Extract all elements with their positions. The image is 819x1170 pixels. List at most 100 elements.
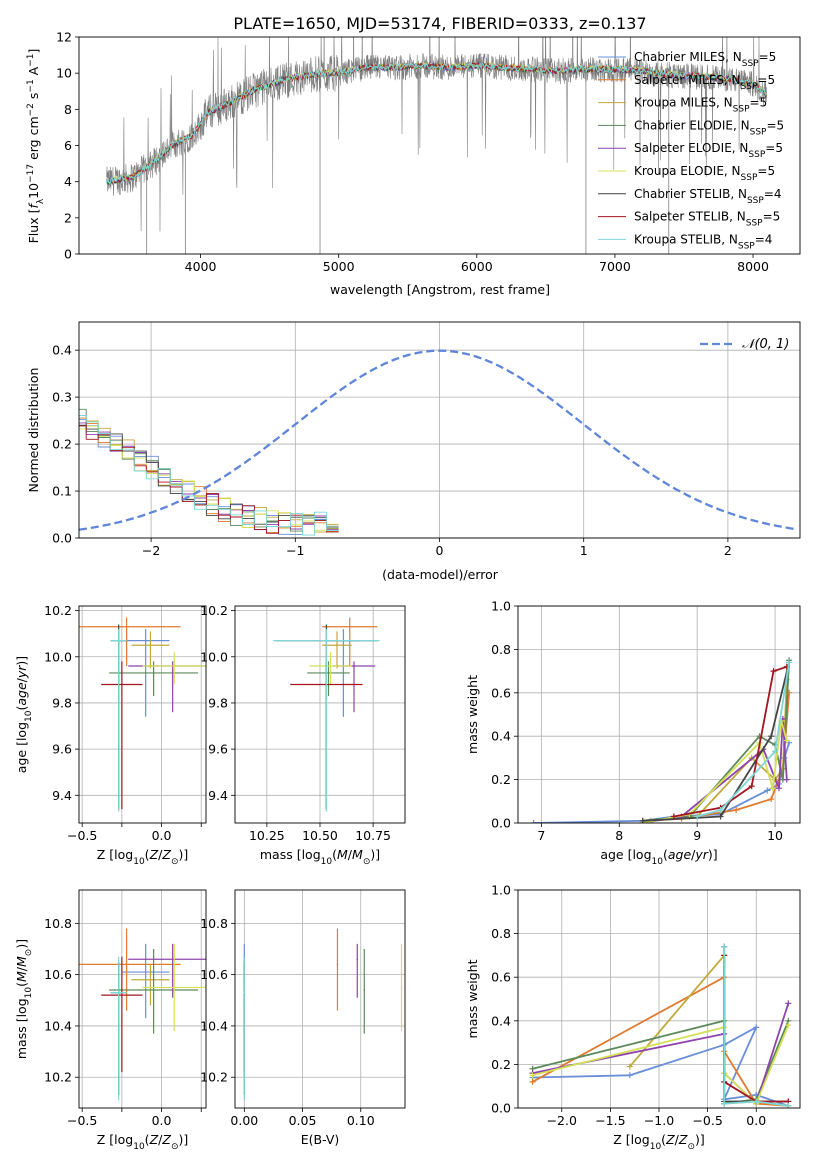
y-tick-label: 8 <box>64 102 72 117</box>
plot-area <box>243 928 403 1101</box>
y-axis-label: Flux [fλ10−17 erg cm−2 s−1 A−1] <box>26 49 46 244</box>
data-point <box>149 644 152 647</box>
data-point <box>356 958 359 961</box>
y-axis-label: mass weight <box>465 675 480 754</box>
x-axis-label: wavelength [Angstrom, rest frame] <box>330 282 550 297</box>
histogram-7 <box>79 425 339 534</box>
weight-line-4 <box>532 1003 790 1105</box>
x-tick-label: 7000 <box>599 259 631 274</box>
x-tick-label: 8000 <box>737 259 769 274</box>
y-tick-label: 12 <box>56 30 72 45</box>
data-point <box>117 991 120 994</box>
y-tick-label: 10.2 <box>200 603 228 618</box>
y-tick-label: 0.6 <box>491 970 511 985</box>
weight-marker <box>783 737 790 744</box>
x-tick-label: 7 <box>537 828 545 843</box>
y-tick-label: 0.3 <box>52 390 72 405</box>
weight-marker <box>768 733 775 740</box>
y-axis-label: Normed distribution <box>26 368 41 493</box>
x-axis-label: Z [log10(Z/Z⊙)] <box>613 1132 705 1152</box>
weight-marker <box>753 1098 760 1105</box>
plot-area <box>273 617 380 812</box>
y-tick-label: 0.8 <box>491 926 511 941</box>
legend-label: Kroupa ELODIE, NSSP=5 <box>634 164 775 183</box>
weight-marker <box>786 659 793 666</box>
legend-label: Salpeter MILES, NSSP=5 <box>634 73 775 92</box>
x-tick-label: 0.0 <box>746 1113 766 1128</box>
data-point <box>152 672 155 674</box>
legend-label: 𝒩(0, 1) <box>742 337 789 352</box>
y-axis-label: mass [log10(M/M⊙)] <box>14 939 34 1059</box>
legend-label: Kroupa MILES, NSSP=5 <box>634 96 767 115</box>
y-tick-label: 0.2 <box>52 437 72 452</box>
y-tick-label: 10.8 <box>200 916 228 931</box>
data-point <box>125 963 128 966</box>
data-point <box>149 978 152 981</box>
legend-label: Chabrier STELIB, NSSP=4 <box>634 187 782 206</box>
plot-area <box>530 657 793 823</box>
weight-marker <box>748 783 755 790</box>
x-tick-label: 4000 <box>185 259 217 274</box>
weight-line-6 <box>642 662 790 822</box>
x-tick-label: 1 <box>580 543 588 558</box>
data-point <box>348 625 351 628</box>
panel-mass-vs-metallicity: −0.5 0.0 10.2 10.4 10.6 10.8 Z [log10(Z/Z⊙)] ma… <box>14 889 207 1152</box>
x-tick-label: −0.5 <box>67 828 97 843</box>
y-tick-label: 10.2 <box>200 1070 228 1085</box>
histogram-0 <box>79 419 339 535</box>
x-tick-label: 0.10 <box>347 1113 375 1128</box>
data-point <box>117 639 120 642</box>
y-tick-label: 9.6 <box>52 742 72 757</box>
y-tick-label: 0.4 <box>491 729 511 744</box>
data-point <box>329 665 332 667</box>
y-tick-label: 0.4 <box>52 343 72 358</box>
axes-frame <box>517 889 801 1109</box>
weight-marker <box>770 668 777 675</box>
data-point <box>144 639 147 642</box>
histogram-8 <box>79 415 339 536</box>
x-axis-label: age [log10(age/yr)] <box>600 847 717 867</box>
y-tick-label: 9.8 <box>52 695 72 710</box>
weight-line-2 <box>650 679 788 822</box>
data-point <box>400 986 403 989</box>
x-tick-label: 0.0 <box>152 1113 172 1128</box>
y-tick-label: 10.6 <box>44 967 72 982</box>
panel-mass-vs-ebv: 0.00 0.05 0.10 10.2 10.4 10.6 10.8 E(B-V) <box>200 889 406 1147</box>
y-tick-label: 2 <box>64 210 72 225</box>
x-axis-label: Z [log10(Z/Z⊙)] <box>97 847 189 867</box>
histogram-6 <box>79 424 339 529</box>
panel-age-vs-metallicity: −0.5 0.0 9.4 9.6 9.8 10.0 10.2 Z [log10(Z/Z⊙)] a… <box>14 603 207 867</box>
data-point <box>327 672 330 674</box>
x-tick-label: 10 <box>767 828 783 843</box>
x-tick-label: −2 <box>142 543 160 558</box>
x-tick-label: 10.50 <box>302 828 338 843</box>
figure-title: PLATE=1650, MJD=53174, FIBERID=0333, z=0… <box>233 14 646 33</box>
y-tick-label: 0 <box>64 247 72 262</box>
y-tick-label: 9.8 <box>208 695 228 710</box>
data-point <box>173 986 176 989</box>
plot-area <box>529 943 792 1108</box>
y-tick-label: 10.2 <box>44 1070 72 1085</box>
axes-frame <box>78 889 207 1109</box>
x-tick-label: 10.75 <box>355 828 391 843</box>
panel-residual-histogram: −2 −1 0 1 2 0.0 0.1 0.2 0.3 0.4 𝒩(0, 1) (data-model… <box>26 321 801 582</box>
x-tick-label: −1.0 <box>644 1113 674 1128</box>
panel-massweight-vs-metallicity: −2.0 −1.5 −1.0 −0.5 0.0 0.0 0.2 0.4 0.6 0.8 1.0 Z [… <box>465 883 801 1152</box>
weight-marker <box>530 820 537 823</box>
y-tick-label: 10.2 <box>44 603 72 618</box>
y-tick-label: 1.0 <box>491 599 511 614</box>
weight-marker <box>785 1000 792 1007</box>
weight-marker <box>753 1024 760 1031</box>
data-point <box>144 971 147 973</box>
x-axis-label: Z [log10(Z/Z⊙)] <box>97 1132 189 1152</box>
data-point <box>363 989 366 991</box>
weight-marker <box>768 796 775 803</box>
data-point <box>325 639 328 642</box>
x-tick-label: −1.5 <box>595 1113 625 1128</box>
x-tick-label: −2.0 <box>547 1113 577 1128</box>
y-tick-label: 0.0 <box>491 1101 511 1116</box>
data-point <box>125 625 128 628</box>
data-point <box>336 644 338 647</box>
data-point <box>171 958 174 961</box>
y-tick-label: 10.4 <box>44 1018 72 1033</box>
